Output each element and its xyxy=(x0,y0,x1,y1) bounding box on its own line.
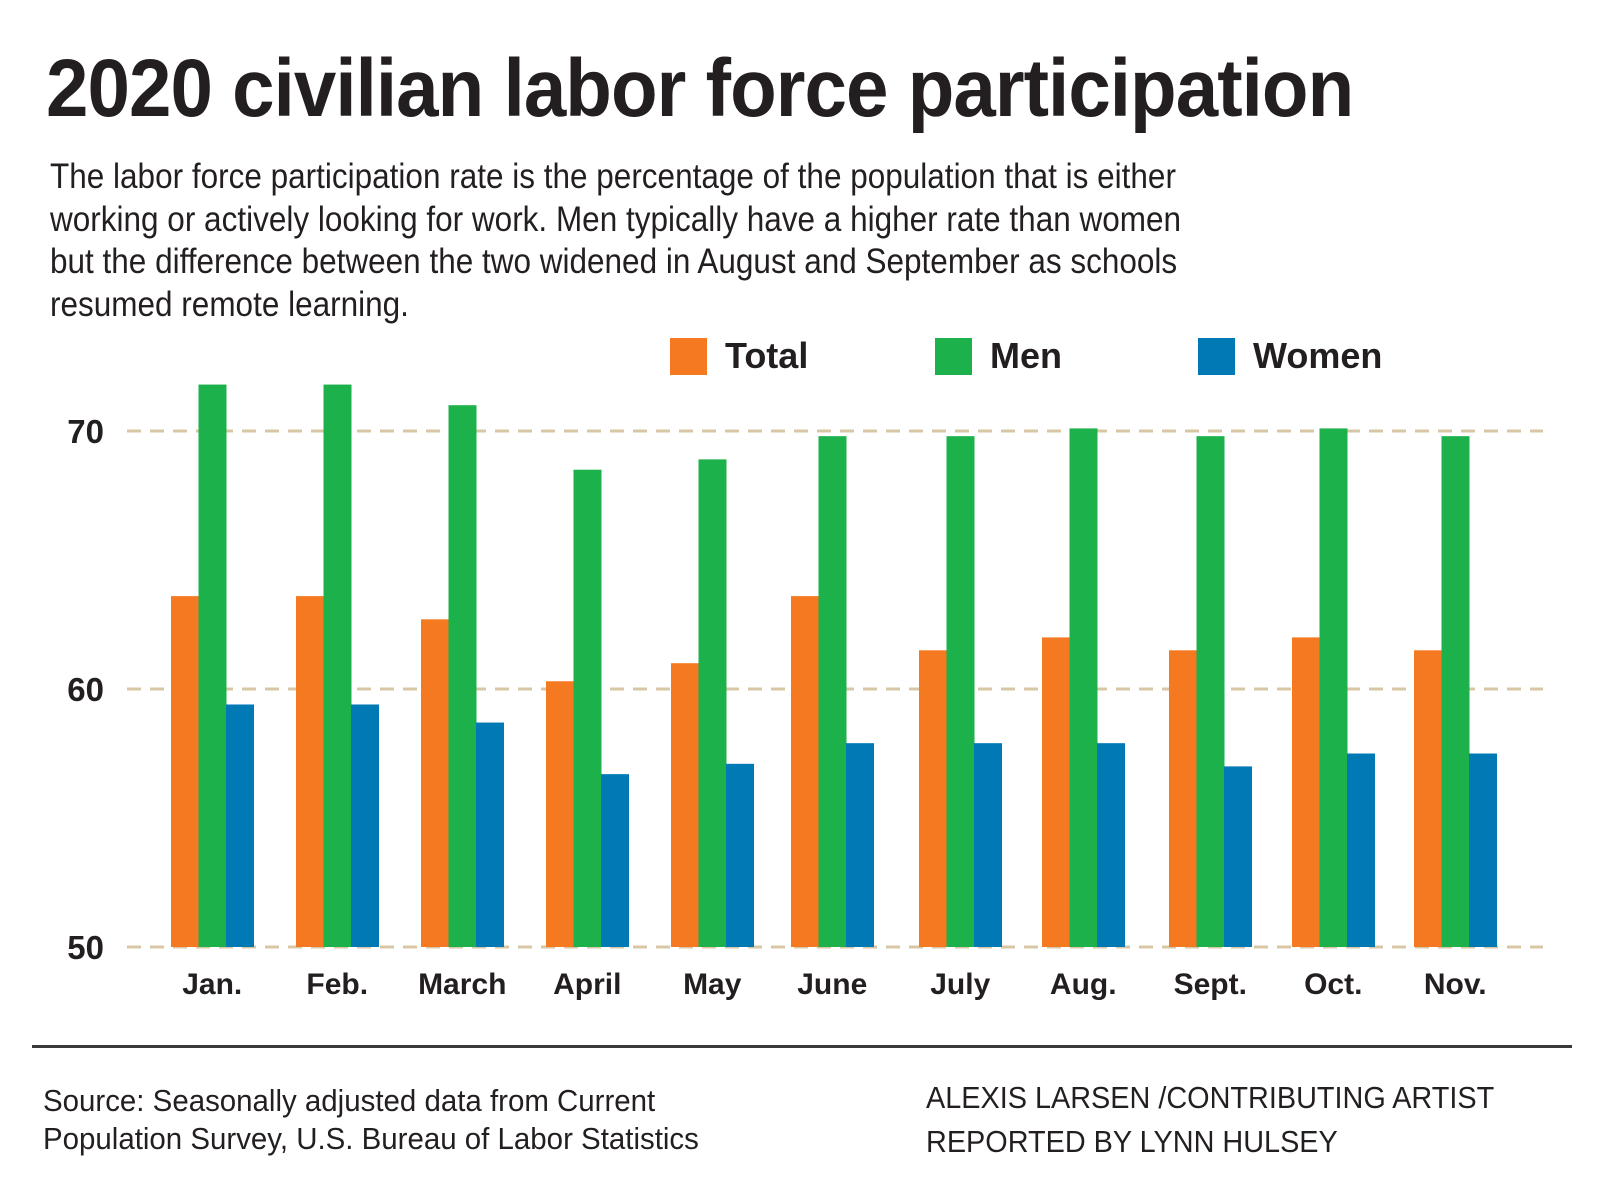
chart-description: The labor force participation rate is th… xyxy=(50,156,1454,326)
legend-item-total: Total xyxy=(670,333,808,379)
chart-title: 2020 civilian labor force participation xyxy=(46,43,1354,134)
bar-men xyxy=(573,469,602,947)
footer-divider xyxy=(32,1045,1572,1048)
credit-note: ALEXIS LARSEN /CONTRIBUTING ARTIST REPOR… xyxy=(926,1076,1494,1164)
bar-group-aug xyxy=(1042,428,1125,947)
bar-group-sept xyxy=(1169,436,1252,947)
x-tick-label: Aug. xyxy=(1050,968,1117,1001)
x-tick-label: Nov. xyxy=(1424,968,1487,1001)
bar-total xyxy=(791,596,819,947)
description-line: working or actively looking for work. Me… xyxy=(50,199,1182,239)
bar-men xyxy=(1069,428,1098,947)
bar-women xyxy=(226,704,254,947)
bar-men xyxy=(448,405,477,947)
bar-chart: 50 60 70 Jan. Feb. March April May June July Aug.… xyxy=(67,384,1543,1001)
bar-total xyxy=(421,619,449,947)
bar-total xyxy=(296,596,324,947)
bar-group-april xyxy=(546,469,629,947)
y-tick-label: 60 xyxy=(67,671,104,708)
bar-group-july xyxy=(919,436,1002,947)
legend-label-men: Men xyxy=(990,335,1062,376)
bar-women xyxy=(1224,766,1252,947)
bar-men xyxy=(198,384,227,947)
credit-line: ALEXIS LARSEN /CONTRIBUTING ARTIST xyxy=(926,1080,1495,1115)
bar-women xyxy=(974,743,1002,947)
y-tick-label: 50 xyxy=(67,929,104,966)
bar-men xyxy=(1441,436,1470,947)
x-tick-label: April xyxy=(553,968,621,1001)
x-tick-label: Feb. xyxy=(306,968,368,1001)
bar-total xyxy=(1414,650,1442,947)
bar-group-june xyxy=(791,436,874,947)
legend-swatch-men xyxy=(935,337,972,375)
bar-women xyxy=(1469,753,1497,947)
bar-men xyxy=(946,436,975,947)
bar-men xyxy=(1196,436,1225,947)
legend-label-total: Total xyxy=(725,335,809,376)
y-axis-labels: 50 60 70 xyxy=(67,413,104,966)
bar-women xyxy=(726,763,754,947)
legend-item-men: Men xyxy=(935,333,1062,379)
x-tick-label: March xyxy=(418,968,506,1001)
bar-women xyxy=(846,743,874,947)
legend-swatch-total xyxy=(670,337,707,375)
source-line: Population Survey, U.S. Bureau of Labor … xyxy=(43,1121,699,1156)
bar-men xyxy=(818,436,847,947)
source-line: Source: Seasonally adjusted data from Cu… xyxy=(43,1083,656,1118)
y-tick-label: 70 xyxy=(67,413,104,450)
legend-swatch-women xyxy=(1198,337,1235,375)
bar-men xyxy=(698,459,727,947)
bar-group-feb xyxy=(296,384,379,947)
x-tick-label: Sept. xyxy=(1174,968,1247,1001)
bar-women xyxy=(476,722,504,947)
x-axis-labels: Jan. Feb. March April May June July Aug. Sept. Oc… xyxy=(182,968,1486,1001)
bars xyxy=(171,384,1497,947)
legend-item-women: Women xyxy=(1198,333,1382,379)
bar-women xyxy=(601,774,629,947)
bar-group-nov xyxy=(1414,436,1497,947)
bar-total xyxy=(546,681,574,947)
bar-total xyxy=(1169,650,1197,947)
description-line: resumed remote learning. xyxy=(50,284,409,324)
bar-group-march xyxy=(421,405,504,947)
description-line: The labor force participation rate is th… xyxy=(50,157,1176,196)
x-tick-label: Jan. xyxy=(182,968,242,1001)
x-tick-label: Oct. xyxy=(1304,968,1362,1001)
bar-total xyxy=(671,663,699,947)
x-tick-label: May xyxy=(683,968,742,1001)
x-tick-label: July xyxy=(930,968,990,1001)
bar-total xyxy=(1042,637,1070,947)
bar-group-oct xyxy=(1292,428,1375,947)
bar-total xyxy=(1292,637,1320,947)
bar-total xyxy=(919,650,947,947)
bar-group-jan xyxy=(171,384,254,947)
credit-line: REPORTED BY LYNN HULSEY xyxy=(926,1124,1338,1159)
bar-men xyxy=(323,384,352,947)
source-note: Source: Seasonally adjusted data from Cu… xyxy=(43,1082,699,1158)
bar-men xyxy=(1319,428,1348,947)
bar-women xyxy=(351,704,379,947)
bar-women xyxy=(1097,743,1125,947)
description-line: but the difference between the two widen… xyxy=(50,242,1178,281)
bar-total xyxy=(171,596,199,947)
legend-label-women: Women xyxy=(1253,335,1383,376)
x-tick-label: June xyxy=(797,968,867,1001)
bar-group-may xyxy=(671,459,754,947)
bar-women xyxy=(1347,753,1375,947)
